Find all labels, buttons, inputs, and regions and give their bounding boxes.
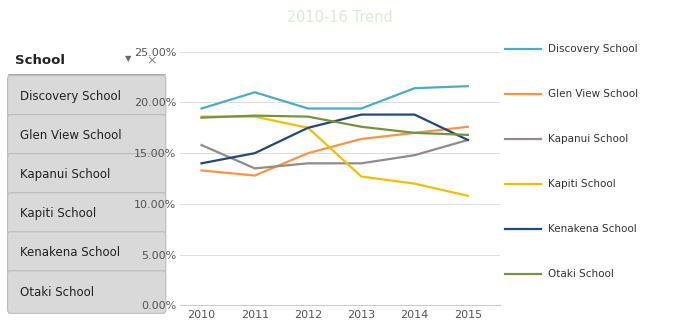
FancyBboxPatch shape [7,232,166,274]
Text: ×: × [146,54,156,67]
Text: Otaki School: Otaki School [20,286,95,298]
Text: Kenakena School: Kenakena School [20,246,120,260]
FancyBboxPatch shape [7,154,166,196]
Text: Glen View School: Glen View School [548,89,639,99]
Text: Discovery School: Discovery School [548,44,638,54]
Text: % Enrollment (in all schools):: % Enrollment (in all schools): [7,10,249,25]
FancyBboxPatch shape [7,193,166,235]
Text: Discovery School: Discovery School [20,90,121,103]
Text: Kenakena School: Kenakena School [548,224,637,234]
Text: Kapanui School: Kapanui School [548,134,628,144]
Text: 2010-16 Trend: 2010-16 Trend [282,10,393,25]
FancyBboxPatch shape [7,115,166,157]
Text: Kapiti School: Kapiti School [20,208,97,220]
Text: Kapanui School: Kapanui School [20,168,110,181]
Text: Otaki School: Otaki School [548,269,614,279]
FancyBboxPatch shape [7,271,166,313]
FancyBboxPatch shape [7,75,166,118]
Text: Kapiti School: Kapiti School [548,179,616,189]
Text: ▼: ▼ [125,54,131,63]
Text: School: School [15,54,65,67]
Text: Glen View School: Glen View School [20,129,122,142]
